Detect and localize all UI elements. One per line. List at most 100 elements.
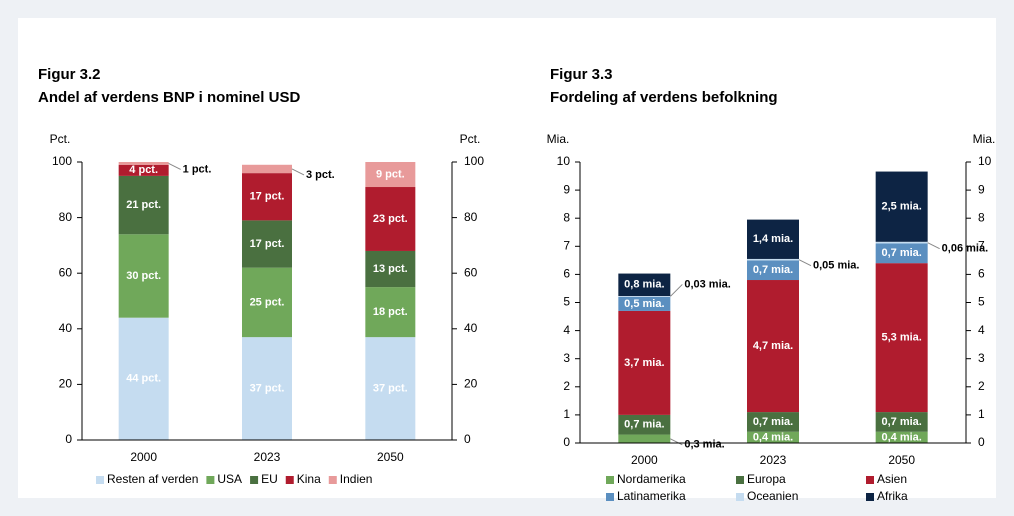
legend-swatch	[206, 476, 215, 484]
value-label: 0,7 mia.	[753, 264, 793, 276]
legend-label: USA	[217, 472, 242, 486]
y2-tick-label: 0	[978, 435, 985, 449]
bar-segment	[118, 164, 169, 176]
value-label: 44 pct.	[126, 373, 161, 385]
y-axis-label: Mia.	[547, 132, 570, 146]
bar-segment	[875, 243, 928, 264]
y2-tick-label: 0	[464, 432, 471, 446]
chart-title: Andel af verdens BNP i nominel USD	[38, 89, 300, 106]
value-label: 2,5 mia.	[881, 201, 921, 213]
bar-segment	[365, 162, 416, 188]
bar-segment	[365, 187, 416, 251]
y-tick-label: 60	[59, 265, 73, 279]
value-label: 3,7 mia.	[624, 357, 664, 369]
bar-segment	[118, 234, 169, 318]
figure-label: Figur 3.3	[550, 66, 613, 83]
value-label: 5,3 mia.	[881, 332, 921, 344]
y2-tick-label: 6	[978, 267, 985, 281]
y-tick-label: 0	[563, 435, 570, 449]
x-tick-label: 2000	[130, 450, 157, 464]
leader-line	[670, 438, 683, 446]
y-tick-label: 4	[563, 323, 570, 337]
legend-swatch	[328, 476, 337, 484]
legend-swatch	[96, 476, 104, 484]
bar-segment	[618, 273, 671, 297]
value-label: 17 pct.	[250, 238, 285, 250]
y-tick-label: 40	[59, 321, 73, 335]
bar-segment	[365, 287, 416, 338]
y-tick-label: 1	[563, 407, 570, 421]
legend-label: Nordamerika	[617, 472, 686, 486]
legend-swatch	[866, 476, 874, 484]
value-label: 1,4 mia.	[753, 233, 793, 245]
bar-segment	[365, 250, 416, 288]
legend-swatch	[250, 476, 259, 484]
value-label: 0,03 mia.	[684, 278, 730, 290]
value-label: 23 pct.	[373, 213, 408, 225]
value-label: 0,7 mia.	[881, 416, 921, 428]
value-label: 13 pct.	[373, 263, 408, 275]
bar-segment	[242, 267, 292, 338]
y-tick-label: 80	[59, 210, 73, 224]
value-label: 4,7 mia.	[753, 340, 793, 352]
bar-segment	[618, 414, 671, 435]
legend-label: Indien	[340, 472, 373, 486]
y-tick-label: 20	[59, 377, 73, 391]
y2-tick-label: 20	[464, 377, 478, 391]
bar-segment	[618, 310, 671, 415]
value-label: 0,8 mia.	[624, 279, 664, 291]
y2-tick-label: 5	[978, 295, 985, 309]
value-label: 0,3 mia.	[684, 439, 724, 451]
y2-tick-label: 4	[978, 323, 985, 337]
value-label: 4 pct.	[129, 164, 158, 176]
bar-segment	[875, 412, 928, 432]
y2-tick-label: 1	[978, 407, 985, 421]
y-tick-label: 8	[563, 210, 570, 224]
x-tick-label: 2000	[631, 453, 658, 467]
y-tick-label: 9	[563, 182, 570, 196]
value-label: 18 pct.	[373, 306, 408, 318]
bar-segment	[747, 412, 799, 432]
legend-label: Kina	[297, 472, 321, 486]
y2-tick-label: 40	[464, 321, 478, 335]
figure-label: Figur 3.2	[38, 66, 101, 83]
leader-line	[168, 162, 181, 170]
leader-line	[798, 259, 812, 267]
bar-segment	[618, 434, 671, 443]
panel	[18, 18, 996, 498]
legend-label: Resten af verden	[107, 472, 198, 486]
legend-swatch	[736, 493, 744, 501]
bar-segment	[747, 280, 799, 413]
y-tick-label: 5	[563, 295, 570, 309]
y2-tick-label: 7	[978, 238, 985, 252]
value-label: 37 pct.	[250, 382, 285, 394]
y2-tick-label: 100	[464, 154, 484, 168]
bar-segment	[747, 219, 799, 259]
bar-segment	[618, 296, 671, 297]
value-label: 25 pct.	[250, 296, 285, 308]
value-label: 0,4 mia.	[753, 431, 793, 443]
value-label: 17 pct.	[250, 191, 285, 203]
y-tick-label: 10	[557, 154, 571, 168]
x-tick-label: 2050	[888, 453, 915, 467]
y-axis-label: Pct.	[50, 132, 71, 146]
y-tick-label: 6	[563, 267, 570, 281]
legend-label: Oceanien	[747, 489, 798, 503]
bar-segment	[118, 175, 169, 235]
legend-label: EU	[261, 472, 278, 486]
value-label: 3 pct.	[306, 169, 335, 181]
value-label: 0,5 mia.	[624, 298, 664, 310]
y-tick-label: 100	[52, 154, 72, 168]
bar-segment	[747, 431, 799, 443]
y2-tick-label: 10	[978, 154, 992, 168]
bar-segment	[618, 296, 671, 311]
legend-swatch	[606, 476, 614, 484]
value-label: 0,7 mia.	[624, 419, 664, 431]
bar-segment	[242, 173, 292, 221]
x-tick-label: 2023	[760, 453, 787, 467]
legend-swatch	[736, 476, 744, 484]
chart-title: Fordeling af verdens befolkning	[550, 89, 778, 106]
y-tick-label: 3	[563, 351, 570, 365]
y2-tick-label: 60	[464, 265, 478, 279]
